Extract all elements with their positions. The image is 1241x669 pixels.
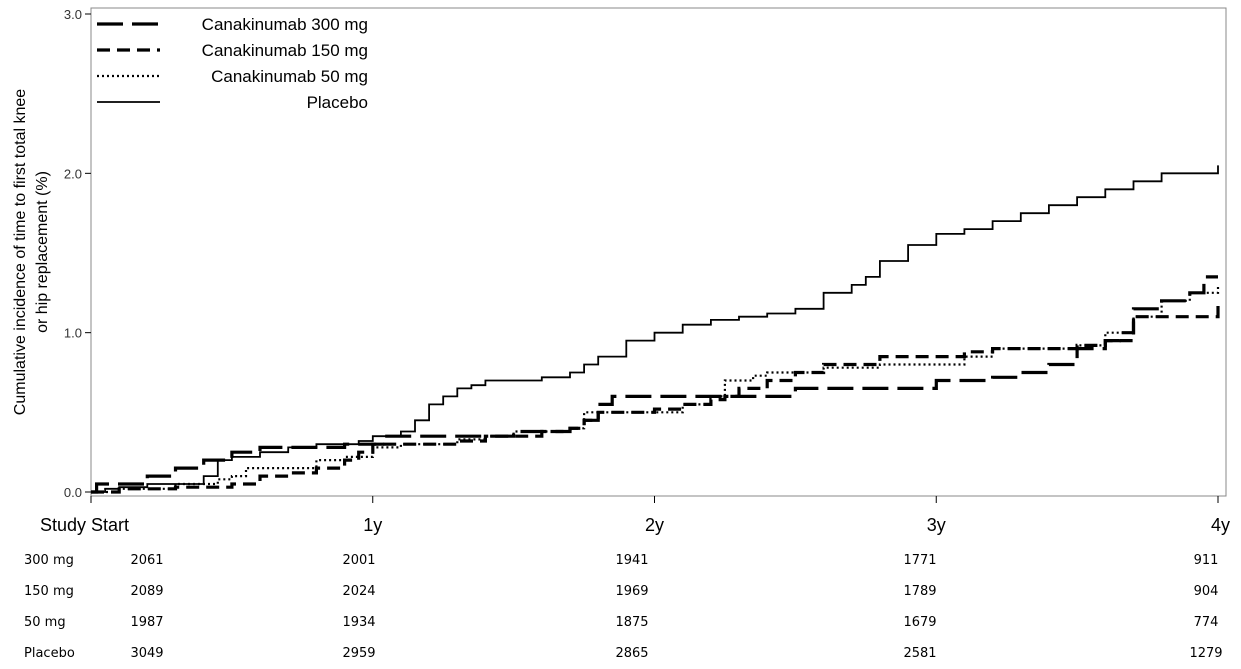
risk-cell: 774 (1193, 615, 1219, 630)
x-tick-label: 2y (645, 515, 664, 535)
x-tick-label: 3y (927, 515, 946, 535)
y-tick-label: 3.0 (64, 7, 82, 22)
risk-cell: 1934 (342, 615, 376, 630)
risk-cell: 2024 (342, 584, 376, 599)
risk-cell: 3049 (130, 646, 164, 661)
y-axis-title-line: Cumulative incidence of time to first to… (12, 89, 29, 415)
y-axis-title: Cumulative incidence of time to first to… (12, 89, 51, 415)
y-tick-label: 2.0 (64, 166, 82, 181)
risk-cell: 1875 (615, 615, 649, 630)
risk-cell: 2581 (903, 646, 937, 661)
number-at-risk-table: 300 mg 2061 2001 1941 1771 911 150 mg 20… (0, 545, 1241, 669)
risk-cell: 2061 (130, 553, 164, 568)
x-tick-label: Study Start (40, 515, 129, 535)
series-layer (91, 165, 1220, 494)
x-axis-ticks: Study Start 1y 2y 3y 4y (40, 496, 1230, 535)
series-line (91, 275, 1218, 494)
y-tick-label: 1.0 (64, 326, 82, 341)
risk-cell: 1941 (615, 553, 649, 568)
x-tick-label: 1y (363, 515, 382, 535)
risk-cell: 2865 (615, 646, 649, 661)
risk-cell: 911 (1193, 553, 1219, 568)
risk-cell: 1771 (903, 553, 937, 568)
x-tick-label: 4y (1211, 515, 1230, 535)
risk-row-label: 150 mg (24, 584, 74, 599)
legend-label: Placebo (307, 93, 368, 112)
risk-cell: 2089 (130, 584, 164, 599)
legend-label: Canakinumab 50 mg (211, 67, 368, 86)
risk-row-label: 300 mg (24, 553, 74, 568)
risk-cell: 904 (1193, 584, 1219, 599)
risk-cell: 2959 (342, 646, 376, 661)
risk-cell: 2001 (342, 553, 376, 568)
series-line (91, 165, 1219, 493)
risk-row-label: 50 mg (24, 615, 66, 630)
y-tick-label: 0.0 (64, 485, 82, 500)
legend-label: Canakinumab 300 mg (202, 15, 368, 34)
risk-cell: 1279 (1189, 646, 1223, 661)
risk-cell: 1987 (130, 615, 164, 630)
risk-row-50mg: 50 mg 1987 1934 1875 1679 774 (0, 607, 1241, 638)
risk-cell: 1789 (903, 584, 937, 599)
risk-row-300mg: 300 mg 2061 2001 1941 1771 911 (0, 545, 1241, 576)
risk-cell: 1679 (903, 615, 937, 630)
y-axis-ticks: 0.0 1.0 2.0 3.0 (64, 7, 91, 500)
risk-row-label: Placebo (24, 646, 75, 661)
legend: Canakinumab 300 mg Canakinumab 150 mg Cana… (97, 15, 368, 112)
risk-cell: 1969 (615, 584, 649, 599)
series-line (91, 300, 1220, 494)
risk-row-150mg: 150 mg 2089 2024 1969 1789 904 (0, 576, 1241, 607)
series-line (91, 284, 1220, 494)
legend-label: Canakinumab 150 mg (202, 41, 368, 60)
risk-row-placebo: Placebo 3049 2959 2865 2581 1279 (0, 638, 1241, 669)
y-axis-title-line: or hip replacement (%) (34, 171, 51, 333)
plot-frame (90, 7, 1227, 497)
cumulative-incidence-chart: Cumulative incidence of time to first to… (12, 7, 1230, 535)
